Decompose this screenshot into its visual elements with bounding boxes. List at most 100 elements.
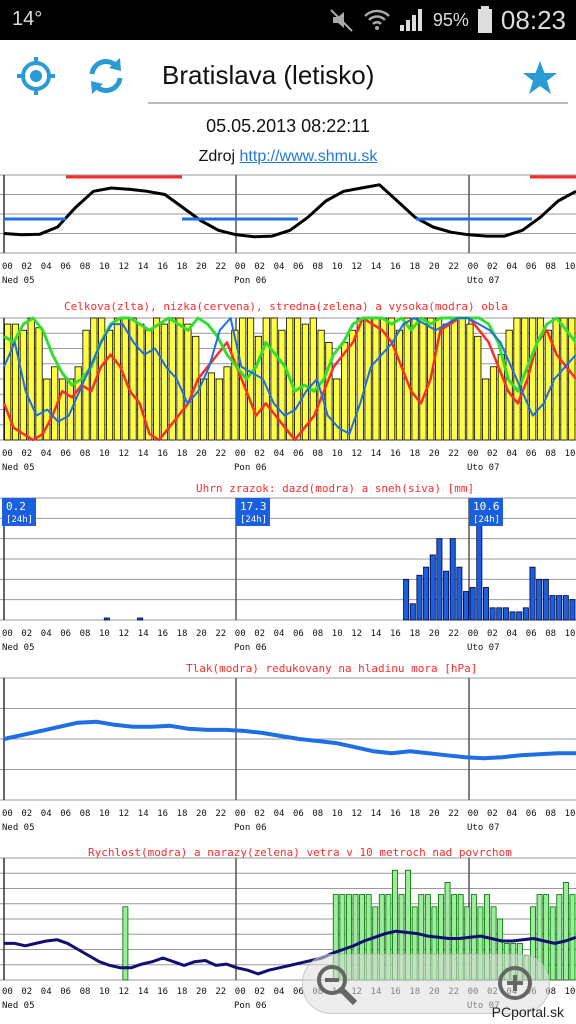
day-label: Ned 05 xyxy=(2,643,35,653)
cloud-bar xyxy=(529,317,537,441)
precip-bar xyxy=(436,538,443,621)
precip-bar xyxy=(403,578,410,621)
gust-bar xyxy=(562,882,569,981)
precip-bar xyxy=(103,617,110,621)
x-tick-label: 10 xyxy=(99,629,110,639)
precip-bar xyxy=(429,554,436,621)
x-tick-label: 12 xyxy=(351,809,362,819)
x-tick-label: 12 xyxy=(118,449,129,459)
precip-bar xyxy=(449,538,456,621)
cloud-bar xyxy=(223,366,231,441)
city-name: Bratislava (letisko) xyxy=(162,60,375,90)
x-tick-label: 06 xyxy=(60,449,71,459)
cloud-bar xyxy=(560,317,568,441)
x-tick-label: 20 xyxy=(429,629,440,639)
x-tick-label: 02 xyxy=(254,809,265,819)
x-tick-label: 20 xyxy=(429,449,440,459)
chart-title: Celkova(zlta), nizka(cervena), stredna(z… xyxy=(64,300,508,313)
precip-bar xyxy=(456,566,463,621)
cloud-bar xyxy=(113,317,121,441)
x-tick-label: 02 xyxy=(487,262,498,272)
x-tick-label: 16 xyxy=(157,262,168,272)
precip-badge-period: [24h] xyxy=(6,515,33,525)
x-tick-label: 22 xyxy=(448,262,459,272)
precip-bar xyxy=(496,607,503,621)
cloud-bar xyxy=(388,317,396,441)
high-cloud-line xyxy=(3,317,576,435)
city-field[interactable]: Bratislava (letisko) xyxy=(148,52,568,104)
x-tick-label: 10 xyxy=(99,809,110,819)
x-tick-label: 12 xyxy=(118,629,129,639)
zoom-in-icon[interactable] xyxy=(493,961,539,1007)
cloud-bar xyxy=(372,317,380,441)
x-tick-label: 18 xyxy=(177,987,188,997)
x-tick-label: 14 xyxy=(138,987,149,997)
x-tick-label: 16 xyxy=(390,262,401,272)
x-tick-label: 14 xyxy=(371,262,382,272)
x-tick-label: 00 xyxy=(468,809,479,819)
x-tick-label: 02 xyxy=(487,449,498,459)
x-tick-label: 00 xyxy=(235,809,246,819)
zoom-control xyxy=(302,954,550,1014)
cloud-bar xyxy=(231,329,239,441)
cloud-bar xyxy=(489,366,498,441)
precip-bar xyxy=(482,587,489,621)
source-link[interactable]: http://www.shmu.sk xyxy=(239,148,378,165)
precip-bar xyxy=(509,611,516,621)
x-tick-label: 08 xyxy=(545,449,556,459)
precip-bar xyxy=(556,595,563,621)
x-tick-label: 10 xyxy=(332,629,343,639)
temperature-line xyxy=(3,183,576,239)
x-tick-label: 18 xyxy=(409,449,420,459)
x-tick-label: 04 xyxy=(41,262,52,272)
x-tick-label: 10 xyxy=(565,629,576,639)
x-tick-label: 06 xyxy=(526,262,537,272)
x-tick-label: 00 xyxy=(235,262,246,272)
cloud-bar xyxy=(442,323,451,441)
x-tick-label: 04 xyxy=(41,449,52,459)
cloud-bar xyxy=(247,317,255,441)
precip-bar xyxy=(416,574,423,621)
cloud-bar xyxy=(199,378,208,441)
x-tick-label: 10 xyxy=(565,449,576,459)
precip-badge-value: 0.2 xyxy=(6,500,26,513)
zoom-out-icon[interactable] xyxy=(313,961,359,1007)
x-tick-label: 02 xyxy=(21,809,32,819)
x-tick-label: 16 xyxy=(157,629,168,639)
star-icon[interactable] xyxy=(520,58,560,98)
precip-badge-period: [24h] xyxy=(240,515,267,525)
cloud-bar xyxy=(419,317,427,441)
precip-bar xyxy=(569,599,576,621)
forecast-charts: 00 02 04 06 08 10 12 14 16 18 20 22 00 02 04 06 08 10 12 14… xyxy=(0,174,576,1011)
cloud-bar xyxy=(411,317,419,441)
x-tick-label: 20 xyxy=(196,449,207,459)
status-bar: 14° 95% 08:23 xyxy=(0,0,576,40)
x-tick-label: 14 xyxy=(138,262,149,272)
x-tick-label: 22 xyxy=(448,449,459,459)
x-tick-label: 18 xyxy=(177,809,188,819)
x-tick-label: 08 xyxy=(312,262,323,272)
precip-bar xyxy=(137,617,144,621)
x-tick-label: 20 xyxy=(429,809,440,819)
x-tick-label: 04 xyxy=(274,809,285,819)
x-tick-label: 18 xyxy=(177,629,188,639)
precip-bar xyxy=(423,566,430,621)
x-tick-label: 12 xyxy=(351,262,362,272)
day-label: Uto 07 xyxy=(467,643,500,653)
x-tick-label: 08 xyxy=(545,262,556,272)
x-tick-label: 02 xyxy=(21,262,32,272)
precip-bar xyxy=(463,591,469,621)
x-tick-label: 14 xyxy=(138,449,149,459)
x-tick-label: 08 xyxy=(545,809,556,819)
refresh-icon[interactable] xyxy=(84,54,128,98)
x-tick-label: 16 xyxy=(390,449,401,459)
day-label: Pon 06 xyxy=(234,643,267,653)
precip-badge-value: 10.6 xyxy=(473,500,500,513)
x-tick-label: 22 xyxy=(215,629,226,639)
day-label: Uto 07 xyxy=(467,276,500,286)
cloud-bar xyxy=(129,317,137,441)
cloud-bar xyxy=(356,317,364,441)
location-icon[interactable] xyxy=(14,54,58,98)
wind-speed-line xyxy=(4,929,576,976)
battery-icon xyxy=(477,6,492,33)
